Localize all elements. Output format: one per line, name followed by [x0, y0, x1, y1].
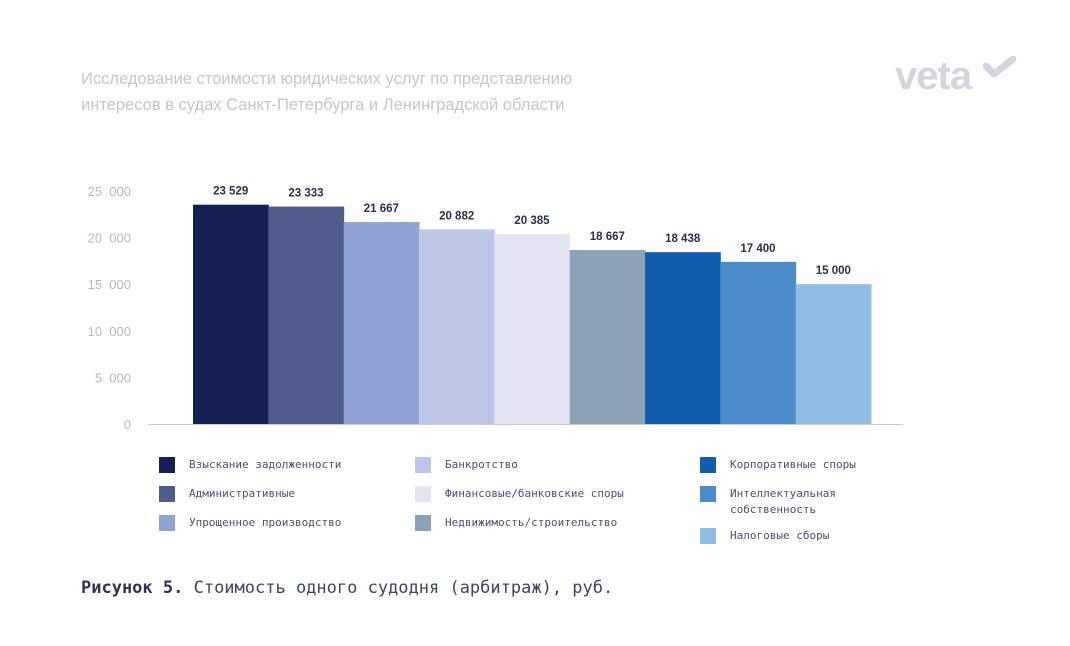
- legend-label: Административные: [189, 487, 295, 500]
- report-title: Исследование стоимости юридических услуг…: [81, 66, 681, 118]
- logo-text: veta: [895, 54, 972, 98]
- legend-item: Финансовые/банковские споры: [415, 486, 624, 502]
- legend-item: Интеллектуальная собственность: [700, 486, 860, 518]
- bar-9: [795, 284, 872, 424]
- legend-swatch: [700, 528, 716, 544]
- legend-swatch: [700, 486, 716, 502]
- veta-logo: veta: [895, 54, 1017, 99]
- y-tick-label: 5 000: [95, 370, 131, 385]
- data-label: 18 438: [665, 233, 701, 245]
- data-label: 20 385: [514, 215, 550, 227]
- data-label: 23 529: [213, 186, 248, 198]
- legend-item: Налоговые сборы: [700, 528, 829, 544]
- legend-label: Взыскание задолженности: [189, 458, 342, 471]
- data-label: 20 882: [439, 210, 474, 222]
- data-label: 21 667: [364, 203, 399, 215]
- data-label: 15 000: [816, 265, 851, 277]
- legend-label: Финансовые/банковские споры: [445, 487, 624, 500]
- bar-5: [494, 234, 571, 424]
- bar-3: [343, 222, 420, 424]
- legend-item: Корпоративные споры: [700, 457, 856, 473]
- bar-4: [419, 229, 495, 424]
- y-tick-label: 25 000: [88, 184, 131, 199]
- y-tick-label: 15 000: [88, 277, 131, 292]
- bar-8: [720, 261, 797, 424]
- data-label: 23 333: [288, 188, 323, 200]
- legend-label: Интеллектуальная собственность: [730, 487, 836, 516]
- report-title-line1: Исследование стоимости юридических услуг…: [81, 70, 573, 88]
- legend-label: Упрощенное производство: [189, 516, 342, 529]
- y-tick-label: 20 000: [88, 231, 131, 246]
- caption-prefix: Рисунок 5.: [81, 578, 184, 598]
- bar-2: [268, 206, 345, 424]
- legend-item: Банкротство: [415, 457, 518, 473]
- legend-label: Корпоративные споры: [730, 458, 856, 471]
- checkmark-icon: [983, 56, 1017, 78]
- data-label: 18 667: [590, 231, 625, 243]
- legend-swatch: [415, 515, 431, 531]
- legend-label: Банкротство: [445, 458, 518, 471]
- y-tick-label: 0: [124, 417, 131, 432]
- legend-swatch: [159, 457, 175, 473]
- report-title-line2: интересов в судах Санкт-Петербурга и Лен…: [81, 96, 565, 114]
- legend-item: Административные: [159, 486, 295, 502]
- figure-caption: Рисунок 5. Стоимость одного судодня (арб…: [81, 578, 613, 598]
- legend-swatch: [700, 457, 716, 473]
- bar-6: [569, 250, 646, 424]
- data-label: 17 400: [740, 243, 775, 255]
- caption-text: Стоимость одного судодня (арбитраж), руб…: [183, 578, 614, 598]
- y-tick-label: 10 000: [88, 324, 131, 339]
- bar-1: [193, 204, 269, 424]
- legend-swatch: [159, 486, 175, 502]
- legend-swatch: [415, 457, 431, 473]
- legend-item: Упрощенное производство: [159, 515, 341, 531]
- legend-swatch: [415, 486, 431, 502]
- bar-7: [645, 252, 721, 424]
- legend-item: Взыскание задолженности: [159, 457, 341, 473]
- legend-label: Налоговые сборы: [730, 529, 830, 542]
- legend-label: Недвижимость/строительство: [445, 516, 618, 529]
- legend-swatch: [159, 515, 175, 531]
- legend-item: Недвижимость/строительство: [415, 515, 617, 531]
